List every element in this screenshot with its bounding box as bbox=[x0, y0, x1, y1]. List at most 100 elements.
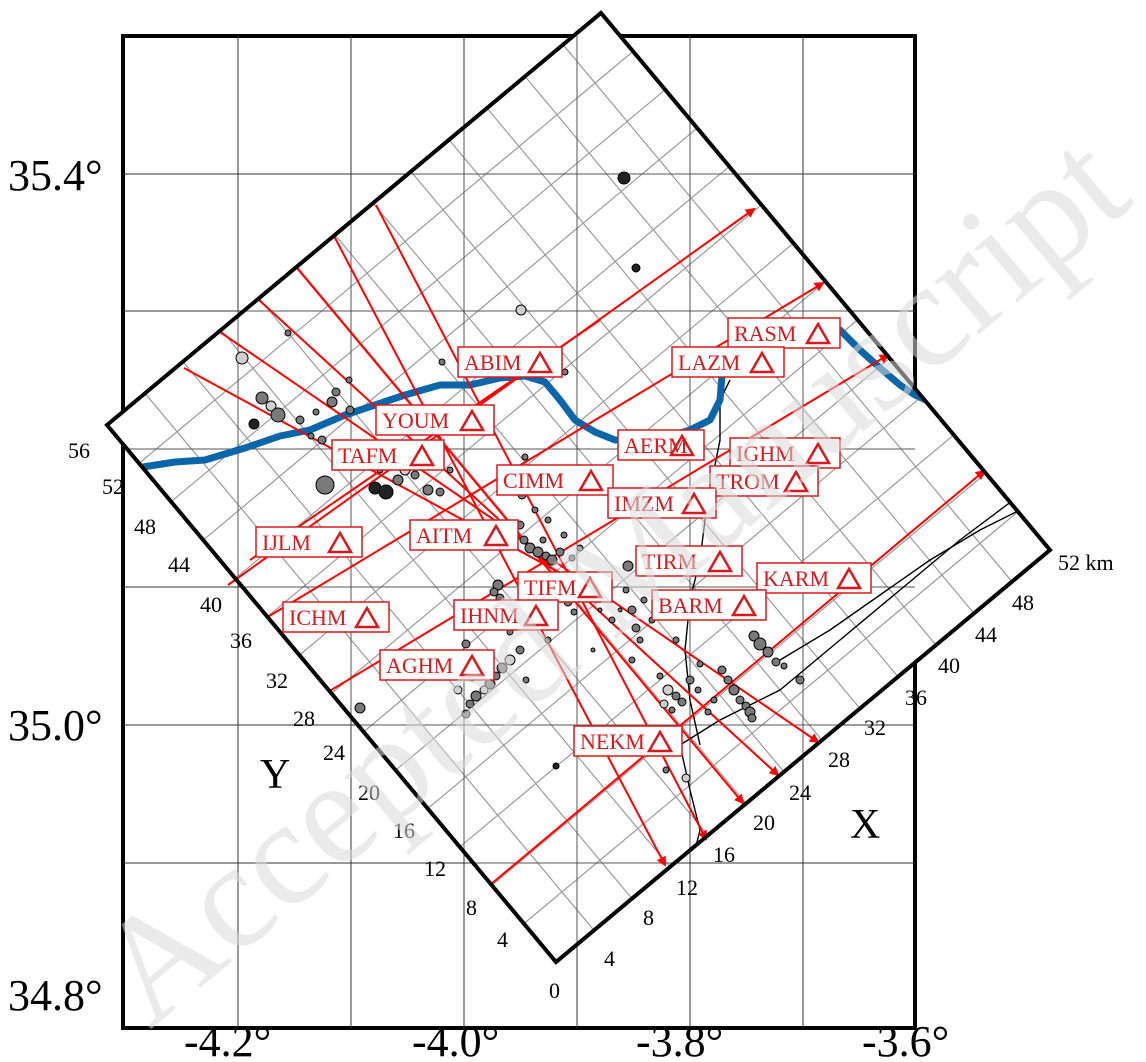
earthquake-event bbox=[677, 697, 687, 707]
earthquake-event bbox=[672, 636, 680, 644]
earthquake-event bbox=[532, 546, 544, 558]
station-label-box bbox=[375, 404, 495, 436]
earthquake-event bbox=[735, 695, 745, 705]
earthquake-event bbox=[576, 544, 584, 552]
station-tirm: TIRM bbox=[635, 545, 743, 577]
station-aerm: AERM bbox=[617, 429, 705, 461]
station-name: AITM bbox=[416, 523, 472, 548]
station-ighm: IGHM bbox=[729, 437, 841, 469]
x-tick-label: 40 bbox=[938, 653, 960, 678]
y-tick-label: 40 bbox=[200, 592, 222, 617]
earthquake-event bbox=[522, 676, 530, 684]
station-triangle-icon bbox=[482, 523, 510, 547]
earthquake-event bbox=[354, 702, 366, 714]
y-tick-label: 56 bbox=[68, 438, 90, 463]
station-triangle-icon bbox=[804, 441, 832, 465]
earthquake-event bbox=[685, 675, 695, 685]
y-tick-label: 44 bbox=[168, 552, 190, 577]
earthquake-event bbox=[568, 554, 576, 562]
y-tick-label: 32 bbox=[266, 668, 288, 693]
station-triangle-icon bbox=[706, 549, 734, 573]
earthquake-event bbox=[560, 531, 568, 539]
y-tick-label: 48 bbox=[134, 514, 156, 539]
earthquake-event bbox=[521, 453, 529, 461]
station-triangle-icon bbox=[804, 321, 832, 345]
y-tick-label: 16 bbox=[393, 818, 415, 843]
station-name: ABIM bbox=[464, 350, 521, 375]
earthquake-event bbox=[710, 696, 718, 704]
earthquake-event bbox=[671, 691, 681, 701]
earthquake-event bbox=[723, 675, 733, 685]
earthquake-event bbox=[555, 547, 565, 557]
station-tifm: TIFM bbox=[517, 571, 613, 603]
station-triangle-icon bbox=[526, 350, 554, 374]
station-triangle-icon bbox=[748, 350, 776, 374]
station-triangle-icon bbox=[730, 593, 758, 617]
station-name: RASM bbox=[734, 321, 796, 346]
earthquake-event bbox=[331, 387, 341, 397]
earthquake-event bbox=[410, 470, 420, 480]
station-nekm: NEKM bbox=[573, 725, 683, 757]
station-triangle-icon bbox=[668, 433, 696, 457]
earthquake-event bbox=[446, 466, 454, 474]
earthquake-event bbox=[461, 709, 471, 719]
earthquake-event bbox=[504, 654, 516, 666]
station-youm: YOUM bbox=[375, 404, 495, 436]
earthquake-event bbox=[489, 587, 499, 597]
earthquake-event bbox=[544, 636, 552, 644]
station-name: IHNM bbox=[460, 603, 519, 628]
earthquake-event bbox=[470, 690, 482, 702]
x-tick-label: 44 bbox=[975, 622, 997, 647]
station-triangle-icon bbox=[522, 603, 550, 627]
earthquake-event bbox=[546, 554, 558, 566]
earthquake-event bbox=[617, 171, 631, 185]
earthquake-event bbox=[392, 474, 404, 486]
earthquake-event bbox=[681, 773, 691, 783]
earthquake-event bbox=[780, 662, 788, 670]
station-triangle-icon bbox=[577, 468, 605, 492]
station-name: IJLM bbox=[262, 530, 311, 555]
earthquake-event bbox=[795, 675, 805, 685]
station-name: AGHM bbox=[386, 653, 453, 678]
y-tick-label: 24 bbox=[323, 740, 345, 765]
coordinate-labels: 35.4° 35.0° 34.8° -4.2° -4.0° -3.8° -3.6… bbox=[8, 151, 949, 1062]
earthquake-event bbox=[617, 607, 623, 613]
station-name: TIRM bbox=[642, 549, 697, 574]
station-barm: BARM bbox=[651, 589, 767, 621]
station-ihnm: IHNM bbox=[453, 599, 559, 631]
station-cimm: CIMM bbox=[496, 464, 614, 496]
earthquake-event bbox=[662, 766, 670, 774]
earthquake-event bbox=[270, 407, 286, 423]
earthquake-event bbox=[640, 596, 648, 604]
station-karm: KARM bbox=[756, 562, 872, 594]
earthquake-event bbox=[753, 637, 767, 651]
station-name: BARM bbox=[658, 593, 723, 618]
earthquake-event bbox=[255, 391, 269, 405]
x-axis-ticks: 0 4 8 12 16 20 24 28 32 36 40 44 48 52 k… bbox=[549, 550, 1114, 1003]
earthquake-event bbox=[435, 487, 445, 497]
earthquake-event bbox=[622, 586, 630, 594]
earthquake-event bbox=[762, 646, 774, 658]
station-ichm: ICHM bbox=[282, 601, 390, 633]
station-name: KARM bbox=[763, 566, 829, 591]
latitude-label: 34.8° bbox=[8, 971, 103, 1020]
y-tick-label: 20 bbox=[358, 780, 380, 805]
earthquake-event bbox=[570, 608, 578, 616]
station-triangle-icon bbox=[835, 566, 863, 590]
x-tick-label: 24 bbox=[789, 780, 811, 805]
x-tick-label: 48 bbox=[1012, 590, 1034, 615]
earthquake-event bbox=[317, 435, 327, 445]
station-triangle-icon bbox=[576, 575, 604, 599]
earthquake-event bbox=[668, 706, 676, 714]
earthquake-event bbox=[312, 408, 320, 416]
x-tick-label: 4 bbox=[604, 946, 615, 971]
earthquake-event bbox=[345, 405, 355, 415]
station-name: CIMM bbox=[503, 468, 564, 493]
station-lazm: LAZM bbox=[671, 346, 785, 378]
earthquake-event bbox=[515, 645, 525, 655]
x-tick-label: 36 bbox=[905, 685, 927, 710]
earthquake-event bbox=[636, 636, 644, 644]
station-triangle-icon bbox=[353, 605, 381, 629]
longitude-label: -4.0° bbox=[412, 1017, 499, 1062]
earthquake-event bbox=[748, 630, 760, 642]
